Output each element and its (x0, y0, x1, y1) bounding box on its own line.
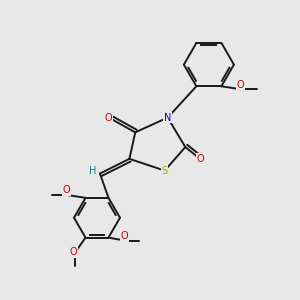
Text: N: N (164, 112, 171, 123)
Text: S: S (162, 166, 168, 176)
Text: O: O (196, 154, 204, 164)
Text: O: O (63, 185, 70, 196)
Text: H: H (89, 167, 96, 176)
Text: O: O (121, 231, 128, 241)
Text: O: O (70, 247, 78, 257)
Text: O: O (237, 80, 244, 90)
Text: O: O (105, 112, 112, 123)
